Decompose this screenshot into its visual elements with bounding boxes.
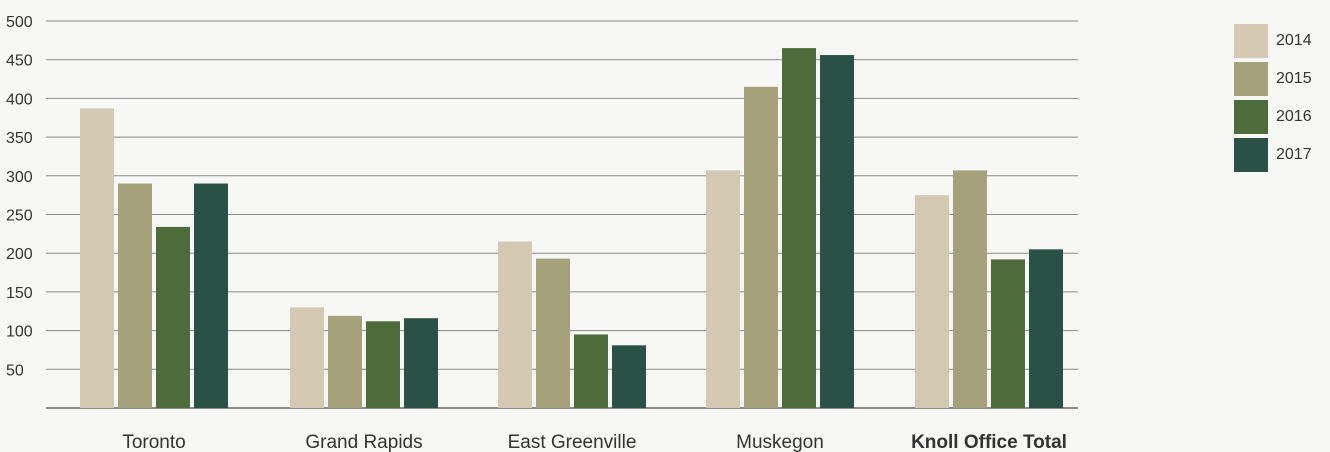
bar-grand-rapids-2014	[290, 307, 324, 408]
bar-east-greenville-2014	[498, 241, 532, 408]
x-category-label: Toronto	[122, 432, 185, 452]
bar-grand-rapids-2016	[366, 321, 400, 408]
bar-toronto-2015	[118, 183, 152, 408]
bar-east-greenville-2015	[536, 258, 570, 408]
bar-grand-rapids-2015	[328, 315, 362, 408]
y-tick-label: 300	[6, 169, 33, 186]
bar-muskegon-2016	[782, 48, 816, 409]
x-category-label: Knoll Office Total	[911, 432, 1067, 452]
legend-item-2017: 2017	[1234, 136, 1312, 174]
legend-label: 2017	[1276, 146, 1312, 163]
legend-label: 2016	[1276, 108, 1312, 125]
bar-knoll-office-total-2016	[991, 259, 1025, 408]
y-tick-label: 250	[6, 208, 33, 225]
y-tick-label: 200	[6, 246, 33, 263]
legend-swatch	[1234, 62, 1268, 96]
bar-muskegon-2014	[706, 170, 740, 408]
legend-swatch	[1234, 24, 1268, 58]
bar-muskegon-2017	[820, 55, 854, 408]
bar-east-greenville-2016	[574, 334, 608, 408]
y-tick-label: 400	[6, 91, 33, 108]
bar-knoll-office-total-2015	[953, 170, 987, 408]
bar-grand-rapids-2017	[404, 318, 438, 408]
legend-label: 2015	[1276, 70, 1312, 87]
x-category-label: Muskegon	[736, 432, 824, 452]
bar-knoll-office-total-2014	[915, 195, 949, 408]
y-tick-label: 50	[6, 362, 24, 379]
bar-toronto-2017	[194, 183, 228, 408]
y-tick-label: 150	[6, 285, 33, 302]
y-tick-label: 100	[6, 324, 33, 341]
legend-item-2014: 2014	[1234, 22, 1312, 60]
bar-toronto-2014	[80, 108, 114, 408]
y-tick-label: 500	[6, 14, 33, 31]
bar-toronto-2016	[156, 226, 190, 408]
legend-item-2015: 2015	[1234, 60, 1312, 98]
legend-item-2016: 2016	[1234, 98, 1312, 136]
bar-east-greenville-2017	[612, 345, 646, 408]
legend-label: 2014	[1276, 32, 1312, 49]
chart-legend: 2014 2015 2016 2017	[1234, 22, 1312, 174]
legend-swatch	[1234, 100, 1268, 134]
bar-muskegon-2015	[744, 86, 778, 408]
bar-knoll-office-total-2017	[1029, 249, 1063, 408]
y-tick-label: 350	[6, 130, 33, 147]
legend-swatch	[1234, 138, 1268, 172]
y-tick-label: 450	[6, 53, 33, 70]
x-category-label: Grand Rapids	[305, 432, 422, 452]
x-category-label: East Greenville	[508, 432, 637, 452]
bar-chart: 50 100 150 200 250 300 350 400 450 500 Toronto Gran…	[6, 14, 1078, 452]
